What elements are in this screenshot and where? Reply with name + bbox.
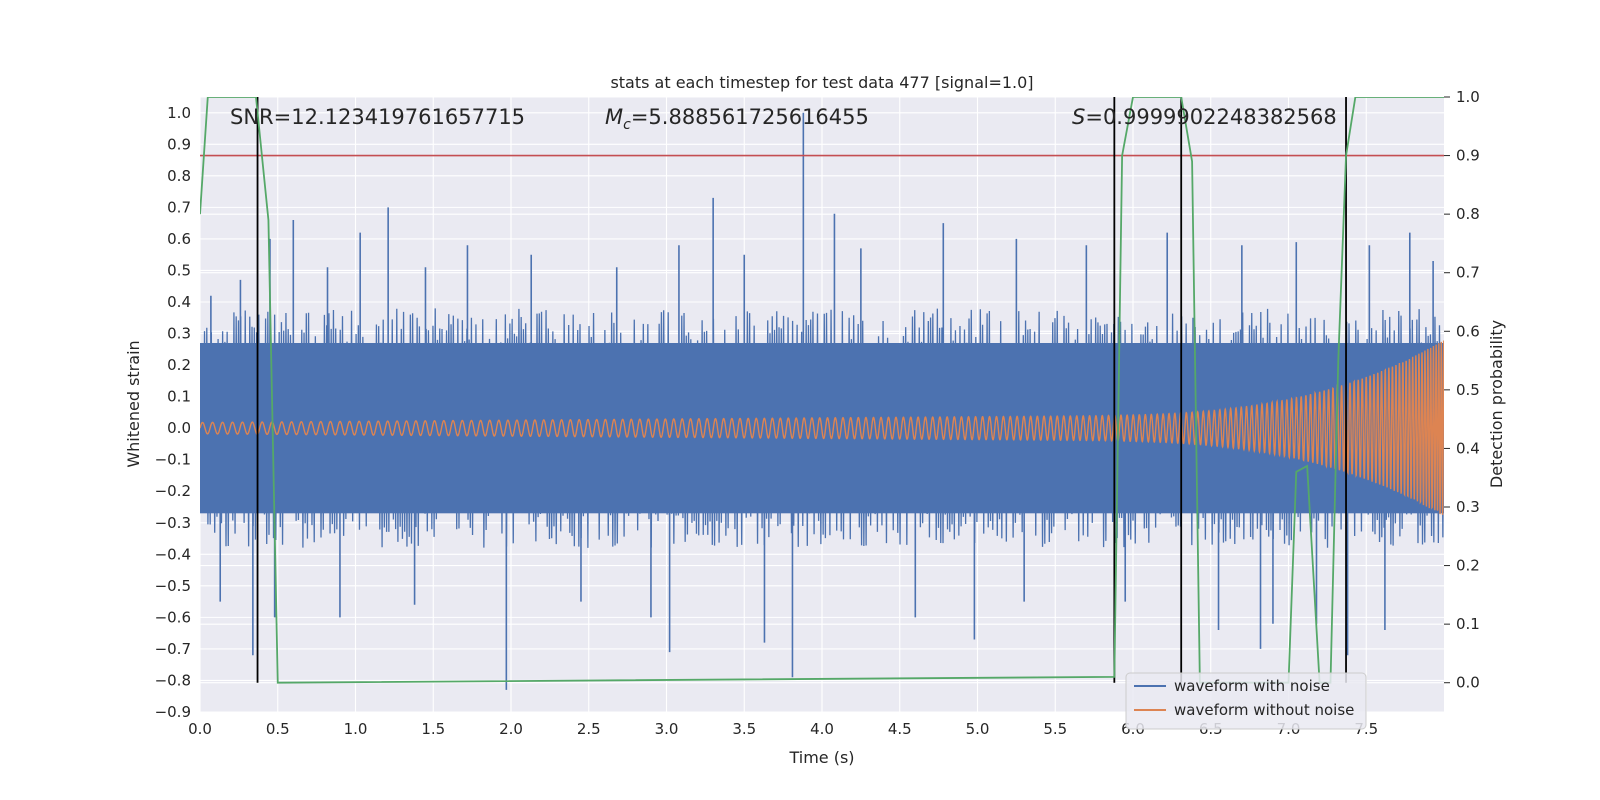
x-tick-label: 2.0 [499, 720, 523, 738]
x-tick-label: 2.5 [577, 720, 601, 738]
legend: waveform with noise waveform without noi… [1125, 672, 1367, 730]
mc-symbol: M [605, 105, 623, 129]
y-right-tick-label: 0.7 [1456, 264, 1480, 282]
y-left-tick-label: 0.2 [167, 356, 191, 374]
data-layer [200, 97, 1444, 690]
axis-layer: 0.00.51.01.52.02.53.03.54.04.55.05.56.06… [155, 88, 1480, 738]
x-tick-label: 3.5 [732, 720, 756, 738]
x-tick-label: 4.0 [810, 720, 834, 738]
s-value: =0.9999902248382568 [1085, 105, 1336, 129]
s-symbol: S [1072, 105, 1085, 129]
x-tick-label: 0.0 [188, 720, 212, 738]
y-left-tick-label: 0.9 [167, 135, 191, 153]
x-tick-label: 5.5 [1043, 720, 1067, 738]
y-left-tick-label: −0.5 [155, 577, 191, 595]
legend-label-noise: waveform with noise [1174, 677, 1330, 695]
y-left-tick-label: 0.0 [167, 419, 191, 437]
detection-probability-line [200, 97, 1444, 684]
s-annotation: S=0.9999902248382568 [1072, 105, 1337, 129]
mc-subscript: c [623, 117, 631, 133]
y-left-tick-label: 0.8 [167, 167, 191, 185]
mc-value: =5.888561725616455 [631, 105, 869, 129]
y-left-tick-label: 1.0 [167, 104, 191, 122]
y-right-tick-label: 0.2 [1456, 557, 1480, 575]
y-left-tick-label: −0.3 [155, 514, 191, 532]
legend-box [1125, 672, 1367, 730]
snr-prefix: SNR= [230, 105, 291, 129]
x-axis-label: Time (s) [788, 748, 854, 767]
y-axis-right-label: Detection probability [1487, 320, 1506, 488]
y-left-tick-label: 0.3 [167, 325, 191, 343]
y-left-tick-label: −0.7 [155, 640, 191, 658]
y-right-tick-label: 0.4 [1456, 439, 1480, 457]
y-right-tick-label: 0.0 [1456, 674, 1480, 692]
x-tick-label: 1.5 [421, 720, 445, 738]
y-right-tick-label: 0.3 [1456, 498, 1480, 516]
mc-annotation: Mc=5.888561725616455 [605, 105, 869, 133]
y-left-tick-label: 0.1 [167, 388, 191, 406]
y-left-tick-label: 0.6 [167, 230, 191, 248]
snr-value: 12.123419761657715 [291, 105, 525, 129]
chart-title: stats at each timestep for test data 477… [610, 73, 1033, 92]
y-right-tick-label: 0.8 [1456, 205, 1480, 223]
y-left-tick-label: −0.4 [155, 545, 191, 563]
y-left-tick-label: −0.8 [155, 671, 191, 689]
y-right-tick-label: 0.9 [1456, 147, 1480, 165]
legend-label-clean: waveform without noise [1174, 701, 1354, 719]
x-tick-label: 0.5 [266, 720, 290, 738]
y-right-tick-label: 0.5 [1456, 381, 1480, 399]
y-axis-left-label: Whitened strain [124, 340, 143, 467]
y-left-tick-label: −0.9 [155, 703, 191, 721]
x-tick-label: 1.0 [344, 720, 368, 738]
y-right-tick-label: 0.6 [1456, 322, 1480, 340]
y-left-tick-label: 0.5 [167, 261, 191, 279]
y-left-tick-label: −0.2 [155, 482, 191, 500]
y-left-tick-label: −0.1 [155, 451, 191, 469]
x-tick-label: 4.5 [888, 720, 912, 738]
y-right-tick-label: 1.0 [1456, 88, 1480, 106]
y-left-tick-label: 0.4 [167, 293, 191, 311]
clean-waveform-line [200, 340, 1444, 515]
x-tick-label: 5.0 [966, 720, 990, 738]
x-tick-label: 3.0 [655, 720, 679, 738]
snr-annotation: SNR=12.123419761657715 [230, 105, 525, 129]
y-left-tick-label: 0.7 [167, 198, 191, 216]
y-right-tick-label: 0.1 [1456, 615, 1480, 633]
y-left-tick-label: −0.6 [155, 608, 191, 626]
